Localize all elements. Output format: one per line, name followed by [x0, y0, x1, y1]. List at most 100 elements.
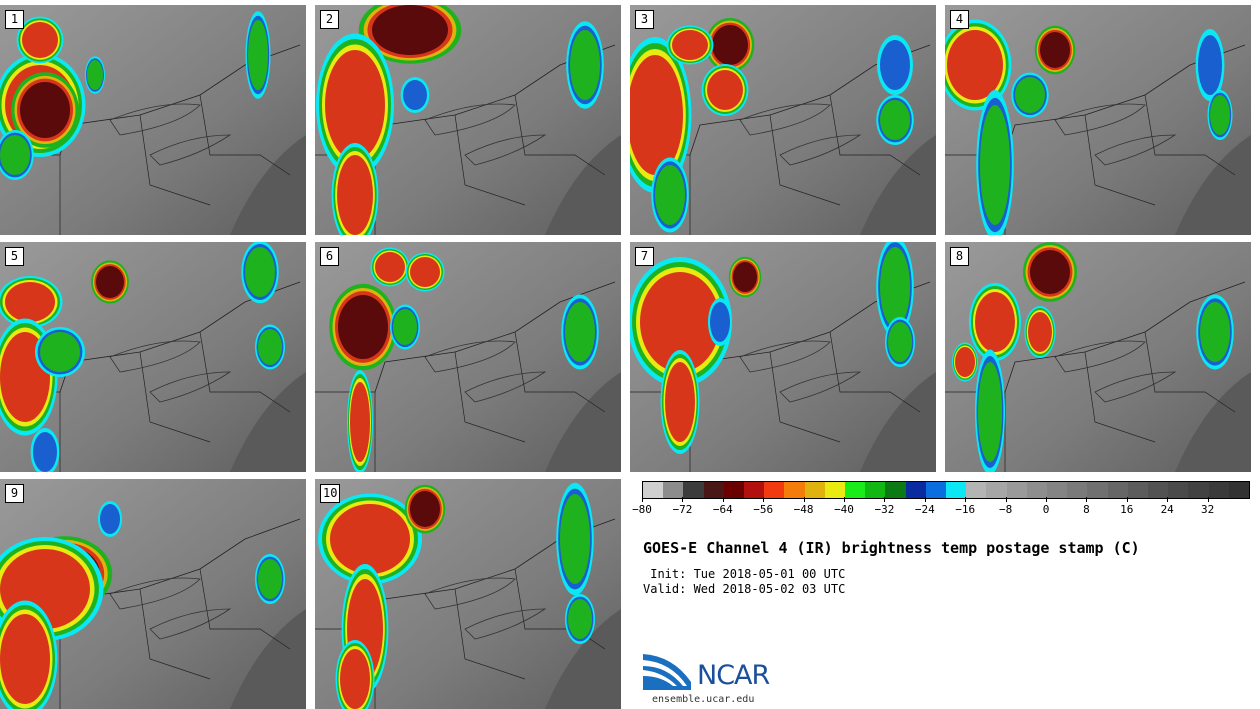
storm-cell: [885, 317, 915, 367]
storm-cell: [975, 349, 1005, 472]
panel-number: 4: [950, 10, 969, 29]
storm-cell: [404, 484, 446, 534]
colorbar-cell: [764, 482, 785, 498]
colorbar-tick-label: 0: [1042, 503, 1050, 516]
colorbar-tick: [1046, 497, 1047, 502]
ncar-logo-icon: [643, 654, 691, 690]
colorbar-cell: [744, 482, 765, 498]
init-time: Init: Tue 2018-05-01 00 UTC: [643, 567, 846, 581]
storm-cell: [708, 298, 732, 346]
storm-cell: [976, 90, 1014, 235]
storm-cell: [705, 18, 755, 72]
storm-cell: [952, 342, 978, 382]
storm-cell: [1023, 242, 1077, 302]
colorbar-tick-label: 32: [1200, 503, 1215, 516]
storm-cell: [876, 95, 914, 145]
colorbar: [642, 481, 1250, 499]
panel-number: 1: [5, 10, 24, 29]
colorbar-tick-label: −40: [834, 503, 854, 516]
colorbar-cell: [845, 482, 866, 498]
storm-cell: [245, 11, 271, 99]
colorbar-tick: [884, 497, 886, 502]
panel-2: 2: [315, 5, 621, 235]
colorbar-cell: [946, 482, 967, 498]
storm-cell: [0, 276, 63, 328]
colorbar-tick-label: −80: [632, 503, 652, 516]
valid-time: Valid: Wed 2018-05-02 03 UTC: [643, 582, 846, 596]
storm-cell: [1024, 306, 1056, 358]
storm-cell: [316, 33, 394, 177]
storm-cell: [877, 35, 913, 95]
colorbar-tick: [924, 497, 926, 502]
panel-number: 10: [320, 484, 341, 503]
colorbar-tick: [965, 497, 967, 502]
colorbar-cell: [1168, 482, 1189, 498]
ir-map: [315, 5, 621, 235]
colorbar-cell: [885, 482, 906, 498]
panel-6: 6: [315, 242, 621, 472]
colorbar-tick: [1207, 497, 1209, 502]
colorbar-cell: [1188, 482, 1209, 498]
storm-cell: [1195, 29, 1225, 101]
colorbar-cell: [784, 482, 805, 498]
storm-cell: [701, 64, 749, 116]
colorbar-cell: [905, 482, 926, 498]
ir-map: [315, 242, 621, 472]
storm-cell: [1011, 72, 1049, 118]
colorbar-tick: [1126, 497, 1128, 502]
colorbar-cell: [1087, 482, 1108, 498]
colorbar-cell: [824, 482, 846, 498]
storm-cell: [876, 242, 914, 337]
storm-cell: [1207, 90, 1233, 140]
ir-map: [945, 242, 1251, 472]
storm-cell: [329, 283, 397, 371]
storm-cell: [0, 130, 34, 180]
colorbar-tick: [1005, 497, 1007, 502]
panel-number: 8: [950, 247, 969, 266]
colorbar-tick: [803, 497, 805, 502]
colorbar-cell: [1148, 482, 1169, 498]
panel-number: 7: [635, 247, 654, 266]
logo-url: ensemble.ucar.edu: [652, 694, 755, 705]
colorbar-cell: [986, 482, 1007, 498]
colorbar-tick-label: −24: [914, 503, 935, 516]
colorbar-tick-label: −16: [955, 503, 976, 516]
storm-cell: [241, 242, 279, 304]
panel-1: 1: [0, 5, 306, 235]
storm-cell: [91, 260, 129, 304]
storm-cell: [556, 482, 594, 596]
colorbar-tick: [1086, 497, 1088, 502]
colorbar-cell: [703, 482, 724, 498]
ir-map: [630, 242, 936, 472]
panel-5: 5: [0, 242, 306, 472]
storm-cell: [98, 501, 122, 537]
panel-9: 9: [0, 479, 306, 709]
storm-cell: [651, 157, 689, 233]
storm-cell: [390, 304, 420, 350]
colorbar-tick-label: −8: [998, 503, 1013, 516]
colorbar-cell: [663, 482, 684, 498]
storm-cell: [565, 594, 595, 644]
colorbar-cell: [804, 482, 825, 498]
colorbar-cell: [1228, 482, 1250, 498]
colorbar-tick: [722, 497, 724, 502]
colorbar-cell: [643, 482, 664, 498]
storm-cell: [255, 324, 285, 370]
ir-map: [0, 479, 306, 709]
storm-cell: [85, 56, 105, 94]
storm-cell: [405, 252, 445, 292]
panel-number: 3: [635, 10, 654, 29]
ir-map: [945, 5, 1251, 235]
storm-cell: [945, 19, 1012, 111]
storm-cell: [35, 327, 85, 377]
colorbar-cell: [865, 482, 886, 498]
colorbar-ticks: −80 −72 −64 −56 −48 −40 −32 −24 −16 −8 0 8 16 24 32: [632, 497, 1248, 519]
storm-cell: [11, 72, 79, 148]
storm-cell: [666, 25, 714, 65]
storm-cell: [16, 16, 64, 64]
colorbar-tick: [763, 497, 765, 502]
ir-map: [0, 5, 306, 235]
colorbar-tick-label: 16: [1120, 503, 1134, 516]
colorbar-cell: [1127, 482, 1149, 498]
storm-cell: [331, 143, 379, 235]
